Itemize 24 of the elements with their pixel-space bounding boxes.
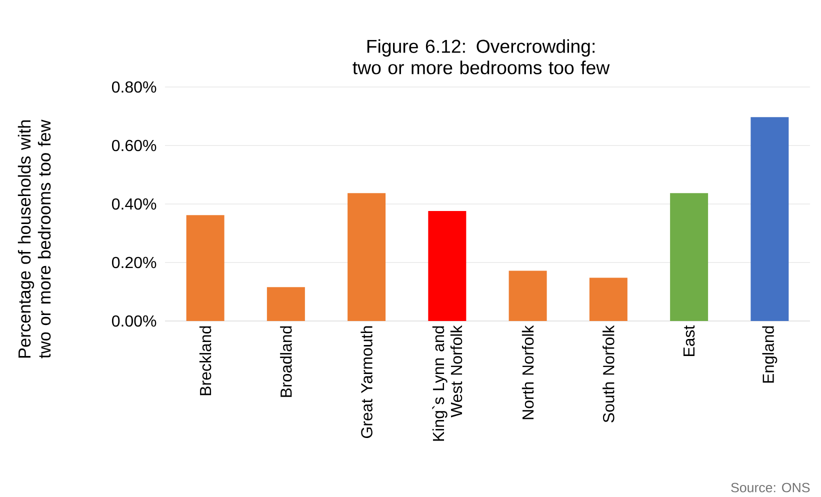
- y-tick-label: 0.40%: [112, 198, 156, 210]
- bar: [750, 117, 789, 321]
- y-axis-title: Percentage of households with two or more bedrooms too few: [18, 120, 51, 358]
- x-tick-label: East: [683, 325, 695, 356]
- y-tick-label: 0.60%: [112, 140, 156, 152]
- bar: [508, 270, 547, 321]
- x-tick-label: South Norfolk: [602, 325, 614, 422]
- y-tick-label: 0.20%: [112, 256, 156, 268]
- source-note: Source: ONS: [731, 482, 810, 492]
- x-tick-label: Great Yarmouth: [360, 326, 372, 438]
- bar: [589, 278, 628, 321]
- x-tick-label: England: [762, 326, 778, 383]
- x-tick-label: Broadland: [280, 326, 292, 397]
- bar: [186, 215, 224, 321]
- x-tick-label: North Norfolk: [522, 325, 534, 420]
- bar: [266, 287, 305, 321]
- y-tick-label: 0.80%: [112, 81, 156, 93]
- y-tick-label: 0.00%: [112, 315, 156, 327]
- bar: [348, 193, 386, 321]
- bar: [428, 211, 466, 321]
- chart-title: Figure 6.12: Overcrowding: two or more bedrooms too few: [352, 39, 610, 74]
- x-tick-label: King`s Lynn and West Norfolk: [432, 325, 462, 441]
- x-tick-label: Breckland: [199, 326, 212, 396]
- bar: [670, 193, 708, 321]
